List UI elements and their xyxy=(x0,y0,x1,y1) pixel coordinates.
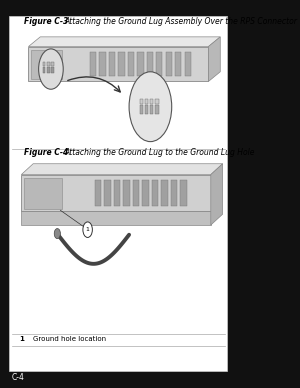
Circle shape xyxy=(129,72,172,142)
FancyBboxPatch shape xyxy=(175,52,182,76)
FancyBboxPatch shape xyxy=(31,50,62,79)
FancyBboxPatch shape xyxy=(133,180,139,206)
FancyBboxPatch shape xyxy=(150,99,154,104)
FancyBboxPatch shape xyxy=(155,99,159,104)
Polygon shape xyxy=(28,37,220,47)
FancyBboxPatch shape xyxy=(145,105,148,114)
Polygon shape xyxy=(21,211,211,225)
FancyBboxPatch shape xyxy=(161,180,168,206)
FancyBboxPatch shape xyxy=(100,52,106,76)
FancyBboxPatch shape xyxy=(166,52,172,76)
Polygon shape xyxy=(208,37,220,81)
FancyBboxPatch shape xyxy=(128,52,134,76)
FancyBboxPatch shape xyxy=(142,180,149,206)
FancyBboxPatch shape xyxy=(140,99,143,104)
FancyBboxPatch shape xyxy=(21,175,211,211)
Text: 1: 1 xyxy=(86,227,90,232)
Text: Figure C-4: Figure C-4 xyxy=(24,148,68,157)
Text: C-4: C-4 xyxy=(12,373,25,382)
FancyBboxPatch shape xyxy=(109,52,115,76)
FancyBboxPatch shape xyxy=(140,105,143,114)
FancyBboxPatch shape xyxy=(95,180,101,206)
FancyBboxPatch shape xyxy=(180,180,187,206)
FancyBboxPatch shape xyxy=(28,47,208,81)
FancyBboxPatch shape xyxy=(137,52,143,76)
FancyBboxPatch shape xyxy=(43,67,45,73)
Polygon shape xyxy=(211,164,223,225)
FancyBboxPatch shape xyxy=(90,52,96,76)
FancyBboxPatch shape xyxy=(123,180,130,206)
FancyBboxPatch shape xyxy=(145,99,148,104)
FancyBboxPatch shape xyxy=(150,105,154,114)
FancyBboxPatch shape xyxy=(114,180,120,206)
Polygon shape xyxy=(21,164,223,175)
FancyBboxPatch shape xyxy=(147,52,153,76)
FancyBboxPatch shape xyxy=(170,180,177,206)
FancyBboxPatch shape xyxy=(51,62,54,66)
FancyBboxPatch shape xyxy=(185,52,191,76)
FancyBboxPatch shape xyxy=(10,16,227,371)
FancyBboxPatch shape xyxy=(47,62,50,66)
FancyBboxPatch shape xyxy=(155,105,159,114)
FancyBboxPatch shape xyxy=(152,180,158,206)
FancyBboxPatch shape xyxy=(118,52,124,76)
Text: Attaching the Ground Lug to the Ground Lug Hole: Attaching the Ground Lug to the Ground L… xyxy=(64,148,254,157)
Text: Figure C-3: Figure C-3 xyxy=(24,17,68,26)
Circle shape xyxy=(39,49,63,89)
FancyBboxPatch shape xyxy=(156,52,163,76)
Circle shape xyxy=(54,229,60,239)
FancyBboxPatch shape xyxy=(24,178,62,209)
FancyBboxPatch shape xyxy=(43,62,45,66)
Circle shape xyxy=(83,222,92,237)
FancyBboxPatch shape xyxy=(104,180,111,206)
FancyBboxPatch shape xyxy=(51,67,54,73)
Text: 1: 1 xyxy=(19,336,24,342)
Text: Attaching the Ground Lug Assembly Over the RPS Connector: Attaching the Ground Lug Assembly Over t… xyxy=(64,17,297,26)
FancyBboxPatch shape xyxy=(47,67,50,73)
Text: Ground hole location: Ground hole location xyxy=(33,336,106,342)
